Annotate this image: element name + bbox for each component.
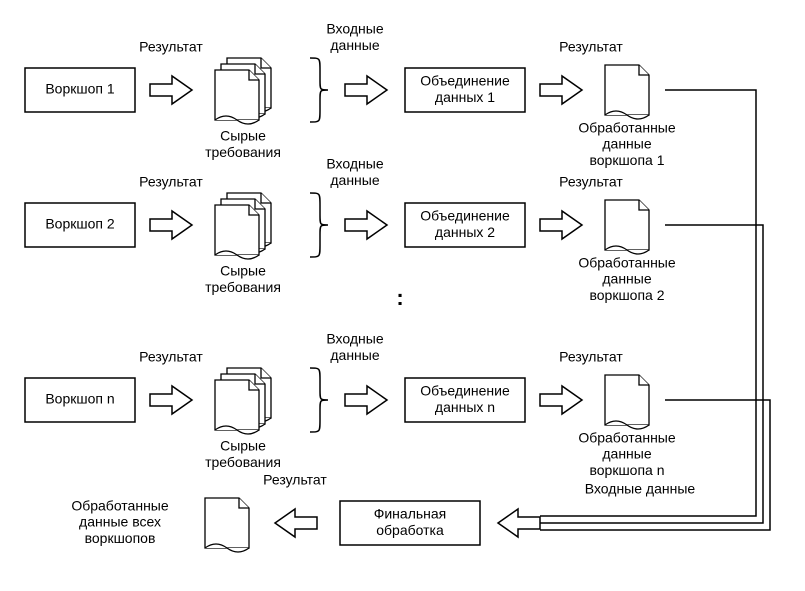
arrow-right-icon [150,386,192,414]
final-label: обработка [376,522,444,538]
merge-label: данных 1 [435,89,495,105]
workshop-label: Воркшоп 1 [45,81,115,97]
result-label: Результат [139,349,203,365]
merge-label: данных n [435,399,495,415]
processed-label: данные [602,136,651,152]
doc-icon [605,200,649,254]
raw-label: Сырые [220,128,266,144]
brace-icon [310,368,328,432]
input-label: Входные [326,21,383,37]
processed-label: Обработанные [578,255,676,271]
doc-stack-icon [215,58,271,124]
input-label: данные [330,172,379,188]
input-label: Входные [326,331,383,347]
processed-label: данные [602,271,651,287]
input-label: данные [330,347,379,363]
result-label: Результат [139,174,203,190]
final-label: Финальная [374,506,447,522]
result-label: Результат [559,349,623,365]
all-processed-label: воркшопов [85,530,156,546]
processed-label: воркшопа n [589,462,664,478]
doc-stack-icon [215,368,271,434]
result-label: Результат [139,39,203,55]
processed-label: Обработанные [578,430,676,446]
doc-icon [605,65,649,119]
raw-label: требования [205,279,281,295]
doc-icon [605,375,649,429]
result-label: Результат [559,174,623,190]
processed-label: данные [602,446,651,462]
processed-label: воркшопа 2 [589,287,664,303]
arrow-right-icon [540,386,582,414]
arrow-left-icon [498,509,540,537]
arrow-left-icon [275,509,317,537]
processed-label: воркшопа 1 [589,152,664,168]
flowchart-root: Воркшоп 1РезультатСырыетребованияВходные… [0,0,805,591]
input-label: данные [330,37,379,53]
raw-label: Сырые [220,263,266,279]
workshop-label: Воркшоп 2 [45,216,115,232]
input-label: Входные [326,156,383,172]
arrow-right-icon [345,211,387,239]
arrow-right-icon [150,211,192,239]
input-label: Входные данные [585,481,696,497]
doc-icon [205,498,249,552]
arrow-right-icon [150,76,192,104]
ellipsis-icon: : [396,285,403,310]
raw-label: Сырые [220,438,266,454]
merge-label: Объединение [420,208,510,224]
raw-label: требования [205,454,281,470]
all-processed-label: Обработанные [71,498,169,514]
all-processed-label: данные всех [79,514,161,530]
raw-label: требования [205,144,281,160]
arrow-right-icon [540,76,582,104]
result-label: Результат [263,472,327,488]
processed-label: Обработанные [578,120,676,136]
doc-stack-icon [215,193,271,259]
arrow-right-icon [345,76,387,104]
workshop-label: Воркшоп n [45,391,114,407]
arrow-right-icon [345,386,387,414]
brace-icon [310,58,328,122]
merge-label: данных 2 [435,224,495,240]
merge-label: Объединение [420,383,510,399]
arrow-right-icon [540,211,582,239]
merge-label: Объединение [420,73,510,89]
result-label: Результат [559,39,623,55]
brace-icon [310,193,328,257]
